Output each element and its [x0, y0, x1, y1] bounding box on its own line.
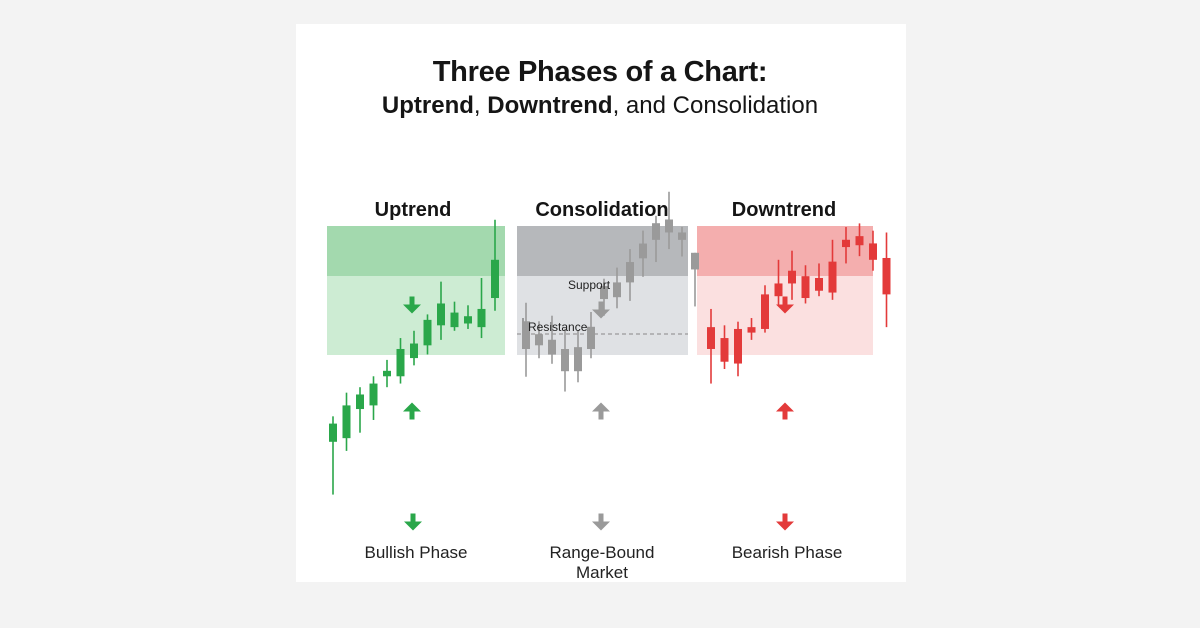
candle-body: [707, 327, 715, 349]
panel-title-consolidation: Consolidation: [535, 199, 669, 221]
candle-body: [329, 423, 337, 442]
candle-body: [788, 270, 796, 284]
candle-body: [882, 257, 891, 295]
candle-body: [383, 370, 391, 377]
panel-title-uptrend: Uptrend: [374, 199, 452, 221]
arrow-up-icon: [403, 402, 421, 420]
candle-body: [691, 252, 699, 270]
candle-body: [828, 261, 837, 293]
candle-body: [491, 259, 499, 299]
candle-body: [548, 339, 556, 355]
arrow-down-icon: [776, 296, 794, 314]
candle-body: [477, 308, 486, 328]
zone-band-downtrend: [697, 226, 873, 276]
caption-bullish: Bullish Phase: [364, 543, 468, 562]
candle-body: [396, 348, 405, 377]
caption-bearish: Bearish Phase: [731, 543, 843, 562]
support-label: Support: [568, 278, 611, 292]
candle-body: [522, 321, 530, 349]
candle-body: [574, 347, 582, 372]
candle-body: [587, 326, 595, 349]
caption-range-bound: Range-Bound Market: [549, 543, 655, 582]
candle-body: [410, 343, 418, 359]
candle-body: [613, 282, 621, 298]
candle-body: [600, 286, 608, 300]
subtitle-separator: ,: [473, 92, 488, 119]
candle-body: [815, 278, 823, 291]
resistance-label: Resistance: [528, 320, 588, 334]
candle-body: [842, 239, 850, 248]
candle-body: [774, 283, 783, 297]
candle-body: [369, 383, 378, 406]
candle-body: [720, 338, 729, 362]
candle-body: [734, 328, 742, 364]
subtitle-rest: , and Consolidation: [612, 92, 819, 119]
zone-band-uptrend: [327, 226, 505, 276]
candle-body: [747, 327, 756, 333]
arrow-down-icon: [592, 513, 610, 531]
candle-body: [801, 276, 810, 299]
candle-body: [535, 334, 543, 346]
chart-subtitle: Uptrend, Downtrend, and Consolidation: [0, 92, 1200, 120]
panel-title-downtrend: Downtrend: [731, 199, 837, 221]
arrow-down-icon: [776, 513, 794, 531]
candle-body: [639, 243, 647, 259]
candle-body: [464, 316, 472, 324]
arrow-up-icon: [592, 402, 610, 420]
chart-title: Three Phases of a Chart:: [432, 56, 768, 88]
candle-body: [665, 219, 673, 233]
candle-body: [356, 394, 364, 410]
candle-body: [652, 223, 660, 240]
subtitle-uptrend: Uptrend: [381, 92, 474, 119]
candle-body: [450, 312, 459, 328]
candle-body: [561, 349, 569, 372]
candle-body: [437, 303, 445, 326]
candle-body: [761, 294, 769, 329]
arrow-down-icon: [404, 513, 422, 531]
candle-body: [626, 262, 634, 283]
arrow-down-icon: [403, 296, 421, 314]
candle-body: [855, 236, 864, 246]
zone-band-consolidation: [517, 226, 688, 276]
arrow-up-icon: [776, 402, 794, 420]
candle-body: [869, 243, 877, 260]
candle-body: [342, 405, 351, 439]
arrow-down-icon: [592, 301, 610, 319]
candle-body: [678, 232, 686, 240]
subtitle-downtrend: Downtrend: [487, 92, 613, 119]
candle-body: [423, 319, 432, 346]
